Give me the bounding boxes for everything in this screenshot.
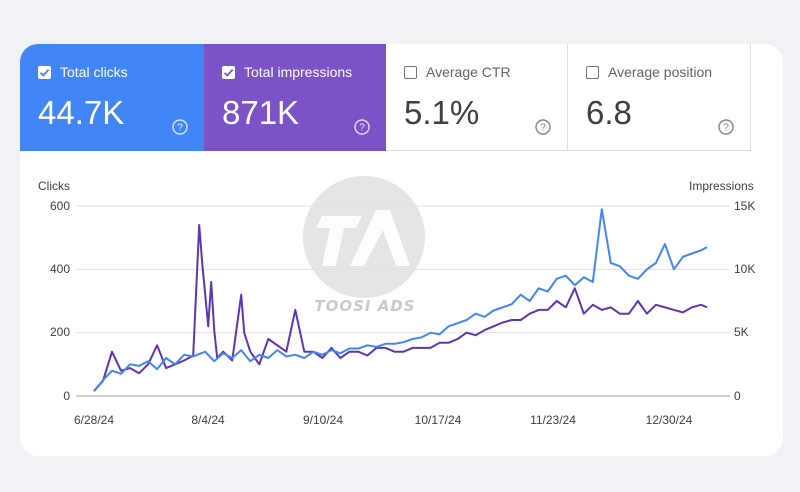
y2-tick-label: 0: [734, 389, 741, 403]
metric-tile-average-ctr[interactable]: Average CTR 5.1% ?: [386, 44, 568, 151]
y-axis-title-left: Clicks: [38, 179, 70, 193]
metric-label: Average position: [608, 64, 713, 80]
y-tick-label: 400: [49, 262, 70, 276]
checkbox-unchecked-icon[interactable]: [404, 66, 417, 79]
y-tick-label: 200: [49, 325, 70, 339]
svg-text:?: ?: [723, 123, 729, 134]
x-tick-label: 12/30/24: [645, 413, 693, 427]
metric-value: 871K: [222, 94, 300, 131]
x-tick-label: 9/10/24: [302, 413, 344, 427]
y2-tick-label: 10K: [734, 262, 756, 276]
help-icon[interactable]: ?: [535, 119, 551, 135]
help-icon[interactable]: ?: [172, 119, 188, 135]
watermark-logo: [303, 176, 425, 298]
metric-value: 44.7K: [38, 94, 125, 131]
svg-text:?: ?: [359, 123, 365, 134]
svg-text:?: ?: [177, 123, 183, 134]
metric-label: Total impressions: [244, 64, 353, 80]
y-tick-label: 0: [63, 389, 70, 403]
metric-tile-total-clicks[interactable]: Total clicks 44.7K ?: [20, 44, 204, 151]
metric-value: 6.8: [586, 94, 632, 131]
metric-tile-total-impressions[interactable]: Total impressions 871K ?: [204, 44, 386, 151]
metric-tile-average-position[interactable]: Average position 6.8 ?: [568, 44, 751, 151]
metric-label: Average CTR: [426, 64, 511, 80]
metric-value: 5.1%: [404, 94, 480, 131]
watermark-text: TOOSI ADS: [314, 297, 416, 315]
series-line-impressions: [93, 224, 708, 392]
x-tick-label: 10/17/24: [414, 413, 462, 427]
y2-tick-label: 5K: [734, 325, 749, 339]
y-tick-label: 600: [49, 199, 70, 213]
metric-label: Total clicks: [60, 64, 128, 80]
x-tick-label: 8/4/24: [191, 413, 225, 427]
x-tick-label: 11/23/24: [530, 413, 576, 427]
help-icon[interactable]: ?: [354, 119, 370, 135]
checkbox-checked-icon[interactable]: [222, 66, 235, 79]
checkbox-checked-icon[interactable]: [38, 66, 51, 79]
checkbox-unchecked-icon[interactable]: [586, 66, 599, 79]
help-icon[interactable]: ?: [718, 119, 734, 135]
y2-tick-label: 15K: [734, 199, 756, 213]
svg-text:?: ?: [540, 123, 546, 134]
series-line-clicks: [93, 208, 708, 392]
y-axis-title-right: Impressions: [689, 179, 754, 193]
x-tick-label: 6/28/24: [73, 413, 115, 427]
